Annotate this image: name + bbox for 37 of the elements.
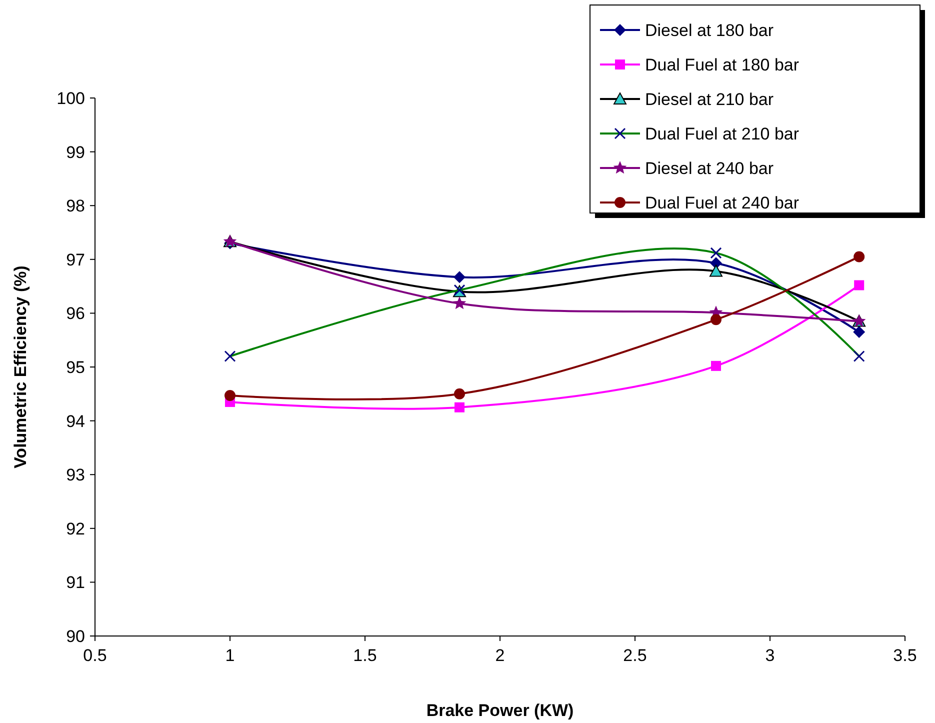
y-tick-label: 92	[66, 519, 85, 538]
y-tick-label: 95	[66, 358, 85, 377]
legend-label: Diesel at 180 bar	[645, 20, 774, 40]
point	[454, 388, 465, 400]
x-tick-label: 1.5	[353, 646, 377, 665]
point	[224, 390, 236, 402]
legend-label: Diesel at 240 bar	[645, 158, 774, 178]
x-tick-label: 3	[765, 646, 775, 665]
y-tick-label: 98	[66, 196, 85, 216]
y-tick-label: 91	[66, 573, 85, 592]
point	[454, 402, 464, 412]
legend-label: Dual Fuel at 210 bar	[645, 124, 800, 144]
point	[710, 264, 722, 277]
y-tick-label: 93	[66, 466, 85, 485]
y-axis-title: Volumetric Efficiency (%)	[11, 266, 30, 468]
point	[854, 251, 865, 262]
y-tick-label: 96	[66, 304, 85, 324]
x-tick-label: 1	[225, 646, 235, 665]
x-tick-label: 3.5	[893, 646, 917, 665]
x-axis-title: Brake Power (KW)	[426, 701, 574, 720]
y-tick-label: 97	[66, 250, 85, 270]
y-tick-label: 94	[66, 412, 85, 431]
x-tick-label: 2	[495, 646, 505, 665]
point	[854, 280, 864, 290]
point	[454, 271, 466, 284]
legend-label: Dual Fuel at 180 bar	[645, 55, 800, 74]
y-tick-label: 100	[56, 88, 85, 108]
y-tick-label: 90	[66, 626, 85, 646]
point	[711, 360, 721, 371]
point	[853, 326, 866, 338]
point	[452, 296, 466, 310]
legend-label: Dual Fuel at 240 bar	[645, 193, 800, 212]
point	[710, 314, 722, 326]
x-tick-label: 2.5	[623, 646, 647, 665]
y-tick-label: 99	[66, 142, 85, 162]
x-tick-label: 0.5	[83, 646, 107, 665]
legend-label: Diesel at 210 bar	[645, 90, 774, 109]
